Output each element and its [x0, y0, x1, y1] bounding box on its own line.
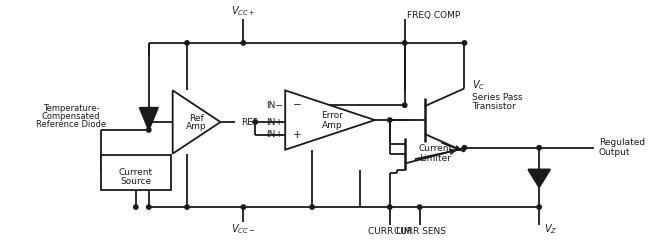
- Text: IN−: IN−: [266, 101, 283, 110]
- Text: Transistor: Transistor: [472, 102, 516, 111]
- Circle shape: [417, 205, 422, 209]
- Circle shape: [146, 128, 151, 132]
- Text: IN+: IN+: [266, 118, 283, 126]
- Circle shape: [403, 41, 407, 45]
- Circle shape: [537, 146, 541, 150]
- Text: REF: REF: [242, 118, 258, 126]
- Text: Compensated: Compensated: [42, 112, 101, 120]
- Circle shape: [462, 41, 466, 45]
- Circle shape: [537, 205, 541, 209]
- Text: Regulated: Regulated: [599, 138, 645, 147]
- Circle shape: [388, 205, 392, 209]
- Polygon shape: [172, 90, 221, 154]
- Text: +: +: [293, 130, 302, 140]
- Circle shape: [403, 103, 407, 108]
- Circle shape: [134, 205, 138, 209]
- Text: IN+: IN+: [266, 130, 283, 140]
- Circle shape: [185, 41, 189, 45]
- Circle shape: [253, 120, 258, 124]
- Text: $V_{CC-}$: $V_{CC-}$: [231, 222, 256, 236]
- Circle shape: [310, 205, 314, 209]
- Text: Amp: Amp: [187, 122, 207, 132]
- Circle shape: [146, 205, 151, 209]
- Circle shape: [462, 146, 466, 150]
- Text: Amp: Amp: [321, 120, 342, 130]
- Circle shape: [388, 118, 392, 122]
- Polygon shape: [285, 90, 375, 150]
- Text: −: −: [293, 100, 302, 110]
- Text: Limiter: Limiter: [419, 154, 451, 163]
- Text: Output: Output: [599, 148, 631, 157]
- Text: CURR LIM: CURR LIM: [368, 227, 411, 236]
- Text: Temperature-: Temperature-: [43, 104, 99, 113]
- Circle shape: [241, 205, 246, 209]
- Text: $V_Z$: $V_Z$: [544, 222, 558, 236]
- Text: Ref: Ref: [189, 114, 204, 122]
- Text: Series Pass: Series Pass: [472, 93, 523, 102]
- Polygon shape: [140, 108, 158, 130]
- Text: $V_C$: $V_C$: [472, 78, 486, 92]
- Text: Current: Current: [419, 144, 453, 153]
- Text: Source: Source: [120, 177, 152, 186]
- Polygon shape: [528, 170, 550, 187]
- Circle shape: [185, 205, 189, 209]
- Bar: [101, 155, 170, 190]
- Text: CURR SENS: CURR SENS: [394, 227, 446, 236]
- Circle shape: [241, 41, 246, 45]
- Text: Error: Error: [321, 110, 343, 120]
- Text: FREQ COMP: FREQ COMP: [407, 11, 460, 20]
- Text: $V_{CC+}$: $V_{CC+}$: [231, 4, 256, 18]
- Text: Current: Current: [119, 168, 153, 177]
- Text: Reference Diode: Reference Diode: [36, 120, 106, 128]
